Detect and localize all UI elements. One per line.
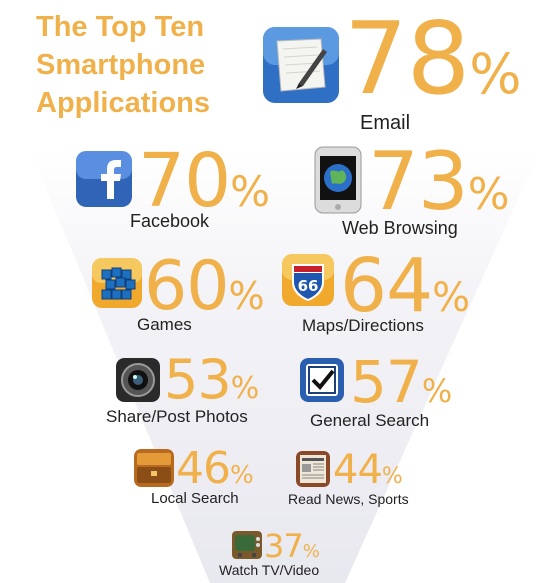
percent-sign: % bbox=[230, 167, 271, 216]
general-search-percentage: 57% bbox=[350, 350, 452, 423]
maps-percentage: 64% bbox=[340, 246, 470, 338]
maps-label: Maps/Directions bbox=[302, 316, 424, 335]
photos-percentage: 53% bbox=[164, 350, 259, 419]
email-percentage: 78% bbox=[344, 4, 522, 129]
percent-sign: % bbox=[228, 274, 265, 318]
newspaper-icon bbox=[296, 451, 330, 487]
local-search-percentage: 46% bbox=[176, 444, 254, 500]
email-value: 78 bbox=[344, 0, 470, 117]
news-label: Read News, Sports bbox=[288, 491, 409, 507]
local-search-value: 46 bbox=[176, 443, 231, 494]
local-search-label: Local Search bbox=[151, 490, 239, 507]
facebook-label: Facebook bbox=[130, 211, 210, 231]
games-percentage: 60% bbox=[144, 250, 265, 333]
tv-label: Watch TV/Video bbox=[219, 562, 320, 578]
percent-sign: % bbox=[467, 169, 510, 220]
percent-sign: % bbox=[432, 275, 471, 321]
photos-label: Share/Post Photos bbox=[106, 407, 248, 426]
percent-sign: % bbox=[302, 541, 320, 562]
title-line-2: Smartphone bbox=[36, 49, 206, 81]
facebook-icon bbox=[76, 151, 132, 207]
news-value: 44 bbox=[333, 447, 383, 493]
percent-sign: % bbox=[230, 371, 260, 406]
tv-value: 37 bbox=[264, 527, 304, 565]
news-percentage: 44% bbox=[333, 447, 403, 500]
page-title: The Top Ten Smartphone Applications bbox=[36, 8, 266, 122]
photos-value: 53 bbox=[164, 348, 232, 411]
camera-lens-icon bbox=[116, 358, 160, 402]
svg-text:66: 66 bbox=[298, 277, 319, 295]
percent-sign: % bbox=[381, 464, 403, 489]
web-browsing-label: Web Browsing bbox=[342, 218, 458, 238]
phone-globe-icon bbox=[314, 146, 362, 214]
tv-icon bbox=[232, 531, 262, 559]
general-search-value: 57 bbox=[350, 348, 423, 416]
percent-sign: % bbox=[421, 372, 453, 410]
tv-percentage: 37% bbox=[264, 528, 320, 570]
checkbox-icon bbox=[300, 358, 344, 402]
email-label: Email bbox=[360, 112, 411, 134]
percent-sign: % bbox=[230, 460, 254, 489]
wallet-icon bbox=[134, 449, 174, 487]
notepad-pen-icon bbox=[263, 27, 339, 103]
general-search-label: General Search bbox=[310, 411, 430, 430]
maps-value: 64 bbox=[340, 243, 433, 329]
percent-sign: % bbox=[469, 42, 522, 106]
web-browsing-percentage: 73% bbox=[368, 138, 510, 239]
blocks-icon bbox=[92, 258, 142, 308]
interstate-66-icon: 66 bbox=[282, 254, 334, 306]
games-value: 60 bbox=[144, 247, 230, 326]
facebook-value: 70 bbox=[138, 138, 231, 224]
web-browsing-value: 73 bbox=[368, 135, 469, 228]
title-line-1: The Top Ten bbox=[36, 11, 205, 43]
title-line-3: Applications bbox=[36, 87, 211, 119]
games-label: Games bbox=[137, 315, 192, 334]
facebook-percentage: 70% bbox=[138, 140, 270, 233]
